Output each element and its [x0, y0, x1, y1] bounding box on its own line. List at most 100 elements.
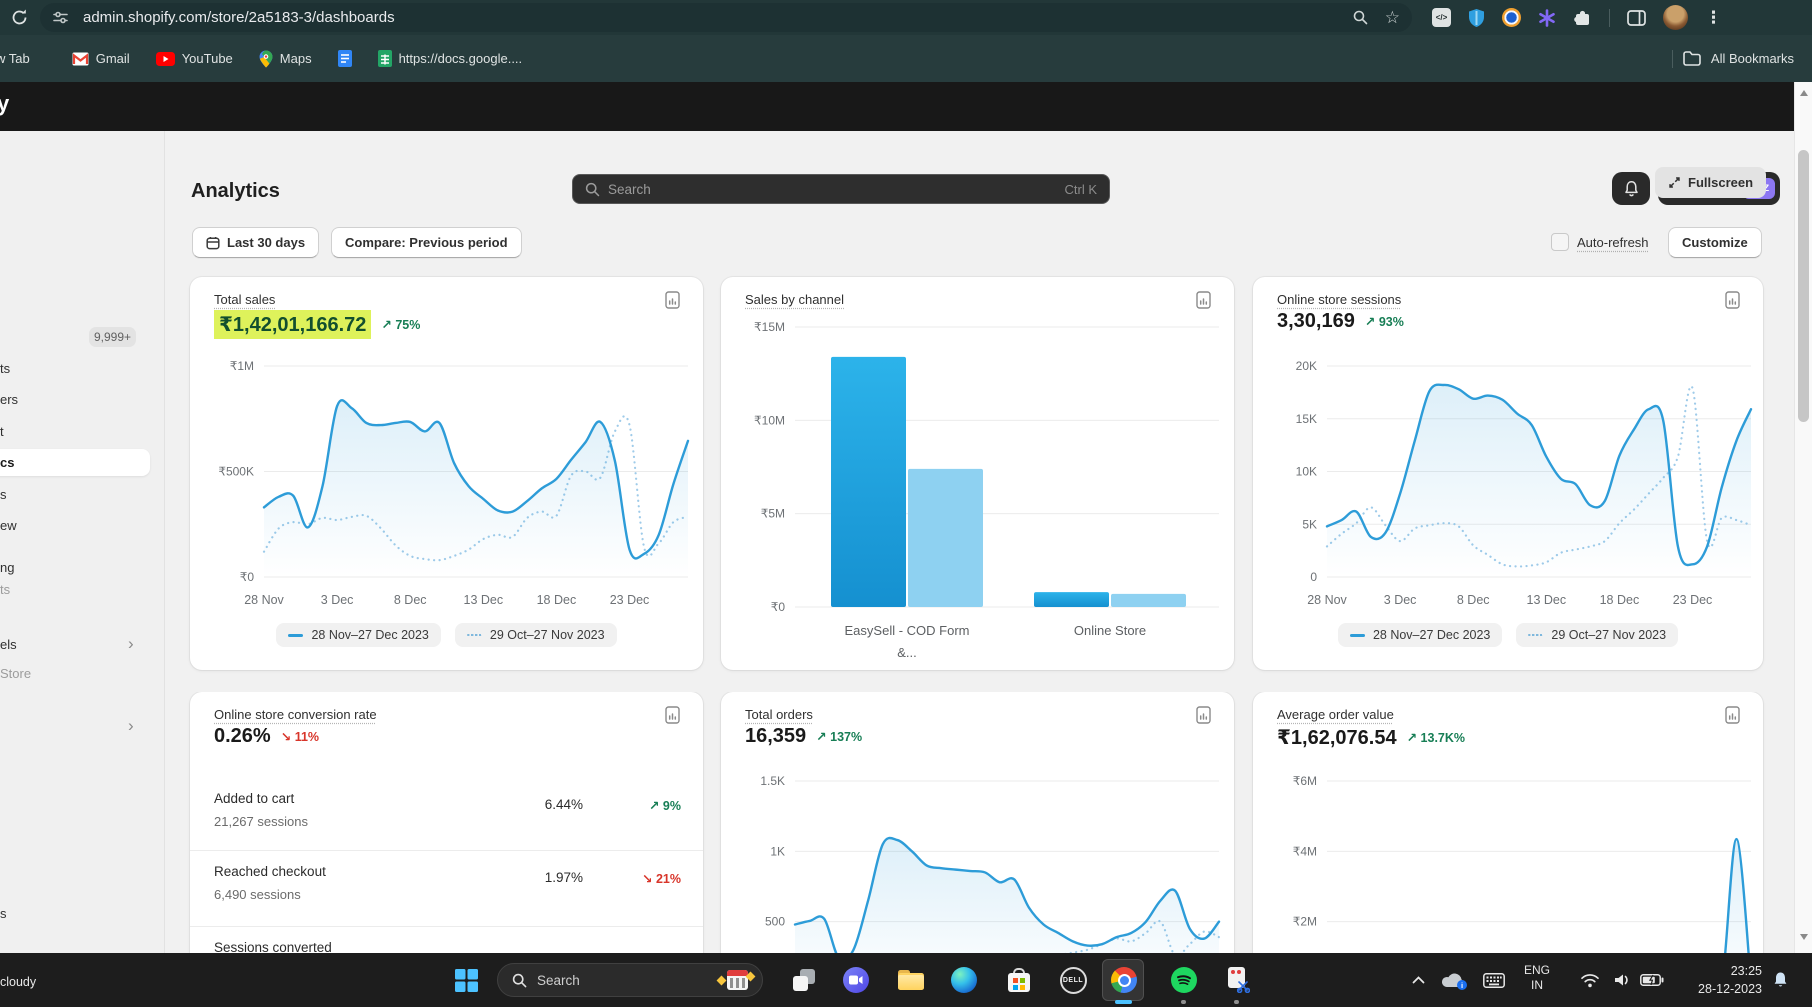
scroll-up-arrow[interactable] — [1800, 90, 1808, 96]
fullscreen-button[interactable]: Fullscreen — [1655, 167, 1766, 198]
chrome-browser-icon[interactable] — [1110, 966, 1138, 994]
bookmark-youtube[interactable]: YouTube — [156, 51, 233, 66]
search-icon — [585, 182, 600, 197]
url-text[interactable]: admin.shopify.com/store/2a5183-3/dashboa… — [83, 9, 395, 26]
solid-line-sample — [1350, 634, 1365, 637]
legend-previous[interactable]: 29 Oct–27 Nov 2023 — [1516, 623, 1678, 647]
svg-text:20K: 20K — [1296, 359, 1317, 373]
onedrive-cloud-icon[interactable]: i — [1440, 966, 1468, 994]
funnel-row-value: 6.44% — [545, 797, 583, 812]
wifi-icon[interactable] — [1576, 966, 1604, 994]
touch-keyboard-icon[interactable] — [1480, 966, 1508, 994]
find-icon[interactable] — [1352, 9, 1369, 26]
legend-current[interactable]: 28 Nov–27 Dec 2023 — [1338, 623, 1502, 647]
report-icon[interactable] — [1725, 291, 1741, 314]
volume-icon[interactable] — [1608, 966, 1636, 994]
page-title: Analytics — [191, 180, 280, 203]
start-button[interactable] — [452, 966, 480, 994]
sidebar-item-online-store[interactable]: Store — [0, 666, 31, 681]
bookmark-star-icon[interactable]: ☆ — [1385, 8, 1400, 28]
bookmark-gmail[interactable]: Gmail — [72, 51, 130, 66]
reload-icon[interactable] — [10, 8, 29, 27]
admin-search-bar[interactable]: Search Ctrl K — [572, 174, 1110, 204]
funnel-row-change: ↘ 21% — [642, 871, 681, 886]
bookmark-newtab[interactable]: w Tab — [0, 51, 30, 66]
edge-browser-icon[interactable] — [950, 966, 978, 994]
page-scrollbar[interactable] — [1794, 82, 1812, 953]
chevron-right-icon[interactable]: › — [128, 637, 134, 651]
all-bookmarks[interactable]: All Bookmarks — [1672, 50, 1794, 68]
sidebar-item-sales-channels[interactable]: els — [0, 637, 17, 652]
flower-extension-icon[interactable] — [1538, 9, 1556, 27]
url-bar[interactable]: admin.shopify.com/store/2a5183-3/dashboa… — [40, 3, 1412, 32]
dell-app-icon[interactable]: DELL — [1059, 966, 1087, 994]
report-icon[interactable] — [665, 706, 681, 729]
microsoft-store-icon[interactable] — [1005, 966, 1033, 994]
svg-text:3 Dec: 3 Dec — [321, 593, 354, 607]
auto-refresh-checkbox[interactable] — [1551, 233, 1569, 251]
circle-extension-icon[interactable] — [1502, 8, 1521, 27]
notification-bell-icon[interactable] — [1766, 966, 1794, 994]
bookmark-sheets[interactable]: https://docs.google.... — [378, 50, 523, 67]
date-range-button[interactable]: Last 30 days — [192, 227, 319, 258]
sidebar-item-products[interactable]: ts — [0, 361, 10, 376]
card-title[interactable]: Online store conversion rate — [214, 707, 377, 722]
site-settings-icon[interactable] — [52, 9, 69, 26]
tray-clock[interactable]: 23:25 28-12-2023 — [1698, 962, 1762, 998]
report-icon[interactable] — [665, 291, 681, 314]
chat-app-icon[interactable] — [842, 966, 870, 994]
auto-refresh-label[interactable]: Auto-refresh — [1577, 235, 1649, 250]
shield-extension-icon[interactable] — [1468, 8, 1485, 28]
sidebar-item-customers[interactable]: ers — [0, 392, 18, 407]
side-panel-icon[interactable] — [1627, 10, 1646, 26]
weather-widget[interactable]: cloudy — [0, 975, 36, 989]
docs-icon — [338, 50, 352, 67]
language-indicator[interactable]: ENG IN — [1524, 963, 1550, 993]
bookmark-docs[interactable] — [338, 50, 352, 67]
legend-current[interactable]: 28 Nov–27 Dec 2023 — [276, 623, 440, 647]
change-badge: ↗ 75% — [381, 317, 420, 332]
chrome-active-indicator — [1115, 1000, 1132, 1004]
sidebar-item-live-view[interactable]: ew — [0, 518, 17, 533]
spotify-icon[interactable] — [1170, 966, 1198, 994]
sessions-value: 3,30,169 — [1277, 310, 1355, 333]
snip-running-indicator — [1234, 1000, 1239, 1004]
scrollbar-thumb[interactable] — [1798, 150, 1809, 422]
browser-menu-icon[interactable]: ⋮ — [1705, 8, 1722, 28]
compare-button[interactable]: Compare: Previous period — [331, 227, 522, 258]
scroll-down-arrow[interactable] — [1800, 934, 1808, 940]
card-average-order-value: ₹6M₹4M₹2M Average order value ₹1,62,076.… — [1253, 692, 1763, 953]
svg-text:Online Store: Online Store — [1074, 623, 1146, 638]
svg-text:₹4M: ₹4M — [1293, 844, 1317, 858]
notifications-button[interactable] — [1612, 172, 1650, 205]
card-title[interactable]: Average order value — [1277, 707, 1394, 722]
sidebar-active-pill — [0, 449, 150, 476]
bookmark-maps[interactable]: Maps — [259, 50, 312, 68]
extensions-puzzle-icon[interactable] — [1573, 8, 1592, 27]
sidebar-item-discounts[interactable]: ts — [0, 582, 10, 597]
devtools-extension-icon[interactable]: </> — [1432, 8, 1451, 27]
svg-text:&...: &... — [897, 645, 917, 660]
legend-previous[interactable]: 29 Oct–27 Nov 2023 — [455, 623, 617, 647]
sidebar-item-content[interactable]: t — [0, 424, 4, 439]
card-title[interactable]: Online store sessions — [1277, 292, 1401, 307]
battery-icon[interactable] — [1638, 966, 1666, 994]
tray-expand-chevron[interactable] — [1404, 966, 1432, 994]
taskbar-search[interactable]: Search — [497, 963, 763, 997]
report-icon[interactable] — [1196, 291, 1212, 314]
svg-text:₹0: ₹0 — [240, 570, 255, 584]
card-title[interactable]: Total sales — [214, 292, 275, 307]
report-icon[interactable] — [1196, 706, 1212, 729]
customize-button[interactable]: Customize — [1668, 227, 1762, 258]
sidebar-item-reports[interactable]: s — [0, 487, 7, 502]
profile-avatar[interactable] — [1663, 5, 1688, 30]
file-explorer-icon[interactable] — [897, 966, 925, 994]
card-title[interactable]: Total orders — [745, 707, 813, 722]
task-view-button[interactable] — [790, 966, 818, 994]
sales-by-channel-chart[interactable]: ₹15M₹10M₹5M₹0EasySell - COD Form&...Onli… — [721, 277, 1234, 667]
sidebar-item-marketing[interactable]: ng — [0, 560, 14, 575]
report-icon[interactable] — [1725, 706, 1741, 729]
sidebar-item-analytics-active[interactable]: cs — [0, 455, 14, 470]
snipping-tool-icon[interactable] — [1224, 966, 1252, 994]
card-title[interactable]: Sales by channel — [745, 292, 844, 307]
